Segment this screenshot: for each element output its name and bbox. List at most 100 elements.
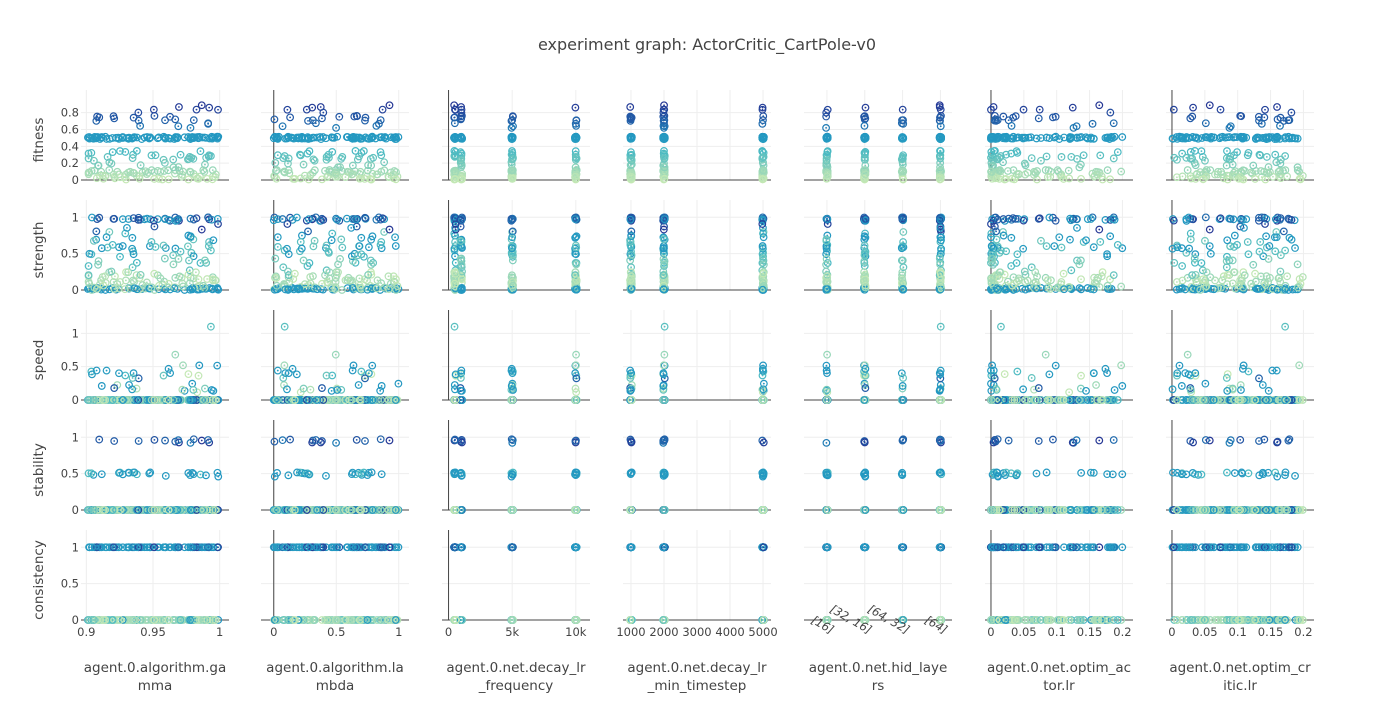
point-dot (383, 231, 385, 233)
point-dot (1201, 150, 1203, 152)
point-dot (193, 119, 195, 121)
point-dot (151, 241, 153, 243)
point-dot (331, 136, 333, 138)
data-point (129, 235, 136, 242)
point-dot (1093, 138, 1095, 140)
point-dot (113, 174, 115, 176)
point-dot (289, 116, 291, 118)
point-dot (1058, 138, 1060, 140)
point-dot (314, 160, 316, 162)
data-point (172, 275, 179, 282)
data-point (1065, 167, 1072, 174)
point-dot (999, 178, 1001, 180)
data-point (162, 255, 169, 262)
point-dot (127, 172, 129, 174)
point-dot (1046, 156, 1048, 158)
point-dot (1268, 166, 1270, 168)
point-dot (1194, 150, 1196, 152)
data-point (165, 176, 172, 183)
point-dot (461, 178, 463, 180)
point-dot (454, 178, 456, 180)
point-dot (991, 154, 993, 156)
point-dot (113, 115, 115, 117)
point-dot (300, 178, 302, 180)
point-dot (370, 165, 372, 167)
point-dot (1172, 138, 1174, 140)
point-dot (301, 235, 303, 237)
point-dot (381, 136, 383, 138)
data-point (1069, 104, 1076, 111)
point-dot (212, 169, 214, 171)
point-dot (460, 151, 462, 153)
panel-fitness-lambda (261, 90, 409, 183)
point-dot (119, 176, 121, 178)
point-dot (1120, 171, 1122, 173)
point-dot (149, 137, 151, 139)
point-dot (902, 164, 904, 166)
point-dot (574, 176, 576, 178)
point-dot (825, 165, 827, 167)
point-dot (287, 163, 289, 165)
point-dot (1192, 136, 1194, 138)
point-dot (164, 288, 166, 290)
point-dot (136, 137, 138, 139)
point-dot (345, 176, 347, 178)
data-point (1206, 102, 1213, 109)
point-dot (282, 157, 284, 159)
point-dot (274, 118, 276, 120)
point-dot (1101, 175, 1103, 177)
point-dot (189, 171, 191, 173)
point-dot (207, 216, 209, 218)
point-dot (367, 170, 369, 172)
point-dot (119, 150, 121, 152)
point-dot (176, 137, 178, 139)
point-dot (169, 138, 171, 140)
point-dot (1226, 165, 1228, 167)
point-dot (1016, 152, 1018, 154)
data-point (862, 104, 869, 111)
point-dot (274, 162, 276, 164)
point-dot (902, 109, 904, 111)
y-tick-label: 0.4 (61, 139, 79, 153)
point-dot (360, 138, 362, 140)
point-dot (1016, 173, 1018, 175)
point-dot (1204, 160, 1206, 162)
point-dot (1040, 160, 1042, 162)
point-dot (1256, 137, 1258, 139)
point-dot (355, 137, 357, 139)
point-dot (575, 138, 577, 140)
point-dot (124, 151, 126, 153)
point-dot (1195, 164, 1197, 166)
point-dot (316, 137, 318, 139)
data-point (1192, 148, 1199, 155)
point-dot (1024, 163, 1026, 165)
point-dot (826, 175, 828, 177)
panel-strength-lambda (261, 200, 409, 293)
point-dot (664, 166, 666, 168)
data-point (1203, 120, 1210, 127)
point-dot (217, 136, 219, 138)
data-point (148, 152, 155, 159)
point-dot (454, 122, 456, 124)
point-dot (164, 162, 166, 164)
data-point (1058, 154, 1065, 161)
data-point (1110, 120, 1117, 127)
point-dot (1254, 178, 1256, 180)
point-dot (370, 179, 372, 181)
point-dot (1011, 178, 1013, 180)
point-dot (629, 116, 631, 118)
point-dot (104, 175, 106, 177)
point-dot (201, 229, 203, 231)
point-dot (282, 125, 284, 127)
data-point (1227, 123, 1234, 130)
point-dot (108, 169, 110, 171)
point-dot (994, 115, 996, 117)
point-dot (1226, 150, 1228, 152)
point-dot (1236, 151, 1238, 153)
point-dot (196, 109, 198, 111)
data-point (109, 149, 116, 156)
point-dot (1072, 107, 1074, 109)
point-dot (322, 112, 324, 114)
point-dot (1099, 154, 1101, 156)
point-dot (1031, 157, 1033, 159)
